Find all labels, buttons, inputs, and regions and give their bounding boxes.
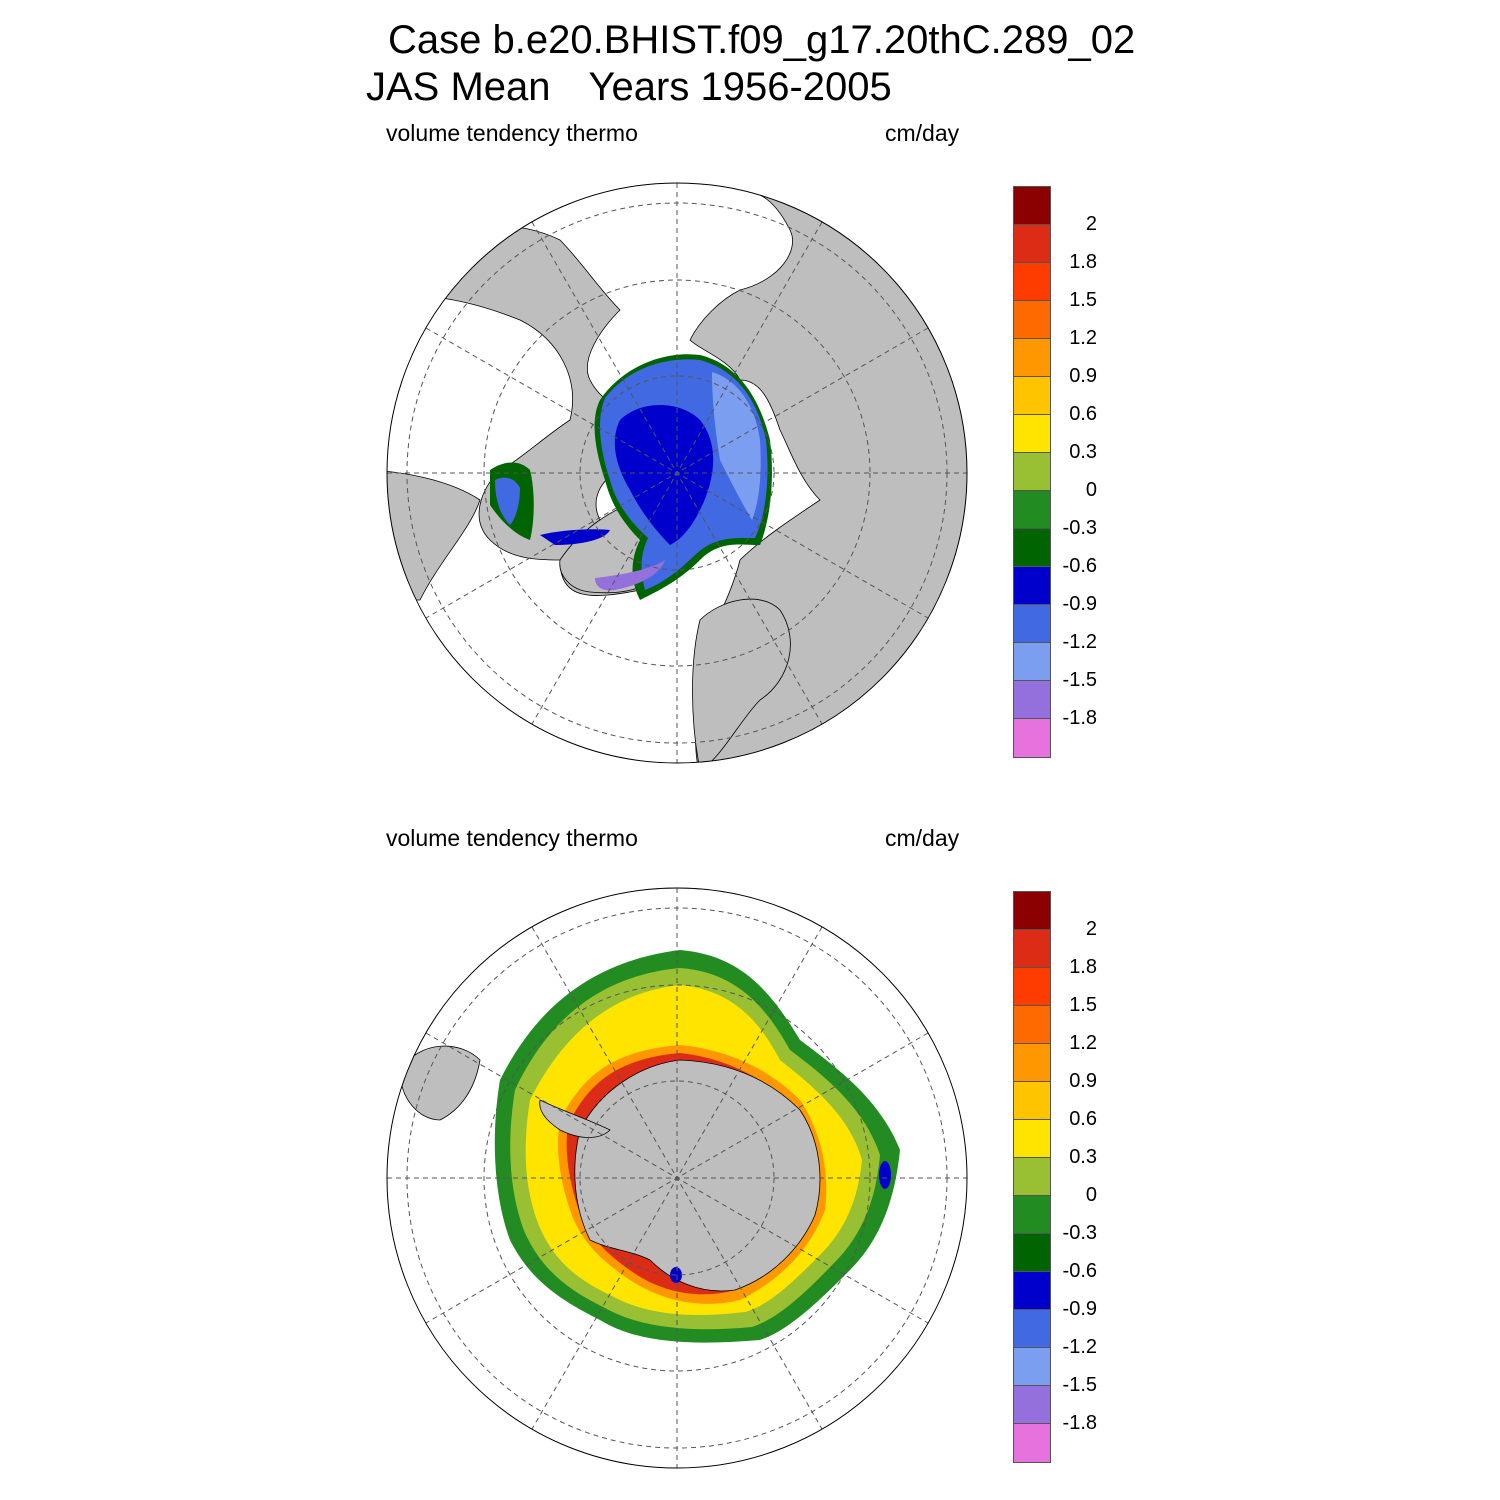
colorbar-tick-label: -1.5 — [1062, 669, 1097, 691]
arctic-ice-light-blue — [712, 372, 761, 520]
colorbar-swatch — [1014, 719, 1050, 757]
colorbar-tick-label: -1.8 — [1062, 1412, 1097, 1434]
colorbar-tick-label: 0.9 — [1069, 1070, 1097, 1092]
colorbar-tick-label: 1.8 — [1069, 251, 1097, 273]
colorbar-tick-label: -1.2 — [1062, 1336, 1097, 1358]
colorbar-tick-label: -1.5 — [1062, 1374, 1097, 1396]
colorbar-tick-label: -0.3 — [1062, 517, 1097, 539]
colorbar-swatch — [1014, 491, 1050, 529]
antarctica-land — [574, 1059, 821, 1292]
south-variable-label: volume tendency thermo — [386, 825, 638, 851]
colorbar-swatch — [1014, 681, 1050, 719]
colorbar-swatch — [1014, 968, 1050, 1006]
colorbar-swatch — [1014, 187, 1050, 225]
colorbar-swatch — [1014, 1348, 1050, 1386]
colorbar-swatch — [1014, 225, 1050, 263]
colorbar-tick-label: -1.8 — [1062, 707, 1097, 729]
colorbar-swatch — [1014, 1006, 1050, 1044]
colorbar-tick-label: 0.9 — [1069, 365, 1097, 387]
arctic-ice-core — [614, 405, 714, 545]
colorbar-tick-label: 2 — [1085, 213, 1097, 235]
colorbar-tick-label: 0.6 — [1069, 403, 1097, 425]
colorbar-swatch — [1014, 377, 1050, 415]
north-colorbar — [1013, 186, 1051, 758]
colorbar-swatch — [1014, 339, 1050, 377]
north-variable-label: volume tendency thermo — [386, 120, 638, 146]
colorbar-tick-label: 0.3 — [1069, 441, 1097, 463]
season-label: JAS Mean — [366, 65, 551, 109]
colorbar-tick-label: -0.9 — [1062, 593, 1097, 615]
colorbar-swatch — [1014, 1044, 1050, 1082]
colorbar-tick-label: 2 — [1085, 918, 1097, 940]
colorbar-tick-label: 0.3 — [1069, 1146, 1097, 1168]
colorbar-swatch — [1014, 1234, 1050, 1272]
colorbar-swatch — [1014, 643, 1050, 681]
colorbar-swatch — [1014, 301, 1050, 339]
colorbar-tick-label: -0.3 — [1062, 1222, 1097, 1244]
north-polar-map — [386, 182, 968, 764]
colorbar-swatch — [1014, 453, 1050, 491]
colorbar-tick-label: 1.5 — [1069, 289, 1097, 311]
colorbar-swatch — [1014, 1424, 1050, 1462]
colorbar-swatch — [1014, 1196, 1050, 1234]
colorbar-swatch — [1014, 930, 1050, 968]
colorbar-tick-label: -0.9 — [1062, 1298, 1097, 1320]
south-america-land — [399, 1045, 481, 1121]
colorbar-tick-label: 1.2 — [1069, 327, 1097, 349]
colorbar-swatch — [1014, 1272, 1050, 1310]
colorbar-tick-label: 1.5 — [1069, 994, 1097, 1016]
colorbar-tick-label: -1.2 — [1062, 631, 1097, 653]
colorbar-swatch — [1014, 1082, 1050, 1120]
colorbar-tick-label: -0.6 — [1062, 1260, 1097, 1282]
colorbar-swatch — [1014, 1386, 1050, 1424]
colorbar-tick-label: -0.6 — [1062, 555, 1097, 577]
south-colorbar — [1013, 891, 1051, 1463]
colorbar-swatch — [1014, 1158, 1050, 1196]
south-units-label: cm/day — [885, 825, 960, 851]
colorbar-swatch — [1014, 1310, 1050, 1348]
years-label: Years 1956-2005 — [588, 65, 892, 109]
colorbar-tick-label: 0 — [1085, 1184, 1097, 1206]
colorbar-swatch — [1014, 415, 1050, 453]
colorbar-swatch — [1014, 1120, 1050, 1158]
colorbar-swatch — [1014, 263, 1050, 301]
colorbar-tick-label: 0 — [1085, 479, 1097, 501]
colorbar-tick-label: 0.6 — [1069, 1108, 1097, 1130]
colorbar-tick-label: 1.2 — [1069, 1032, 1097, 1054]
north-units-label: cm/day — [885, 120, 960, 146]
season-years-title: JAS Mean Years 1956-2005 — [366, 67, 892, 107]
colorbar-swatch — [1014, 605, 1050, 643]
colorbar-swatch — [1014, 529, 1050, 567]
case-title: Case b.e20.BHIST.f09_g17.20thC.289_02 — [388, 18, 1136, 62]
colorbar-tick-label: 1.8 — [1069, 956, 1097, 978]
colorbar-swatch — [1014, 567, 1050, 605]
colorbar-swatch — [1014, 892, 1050, 930]
